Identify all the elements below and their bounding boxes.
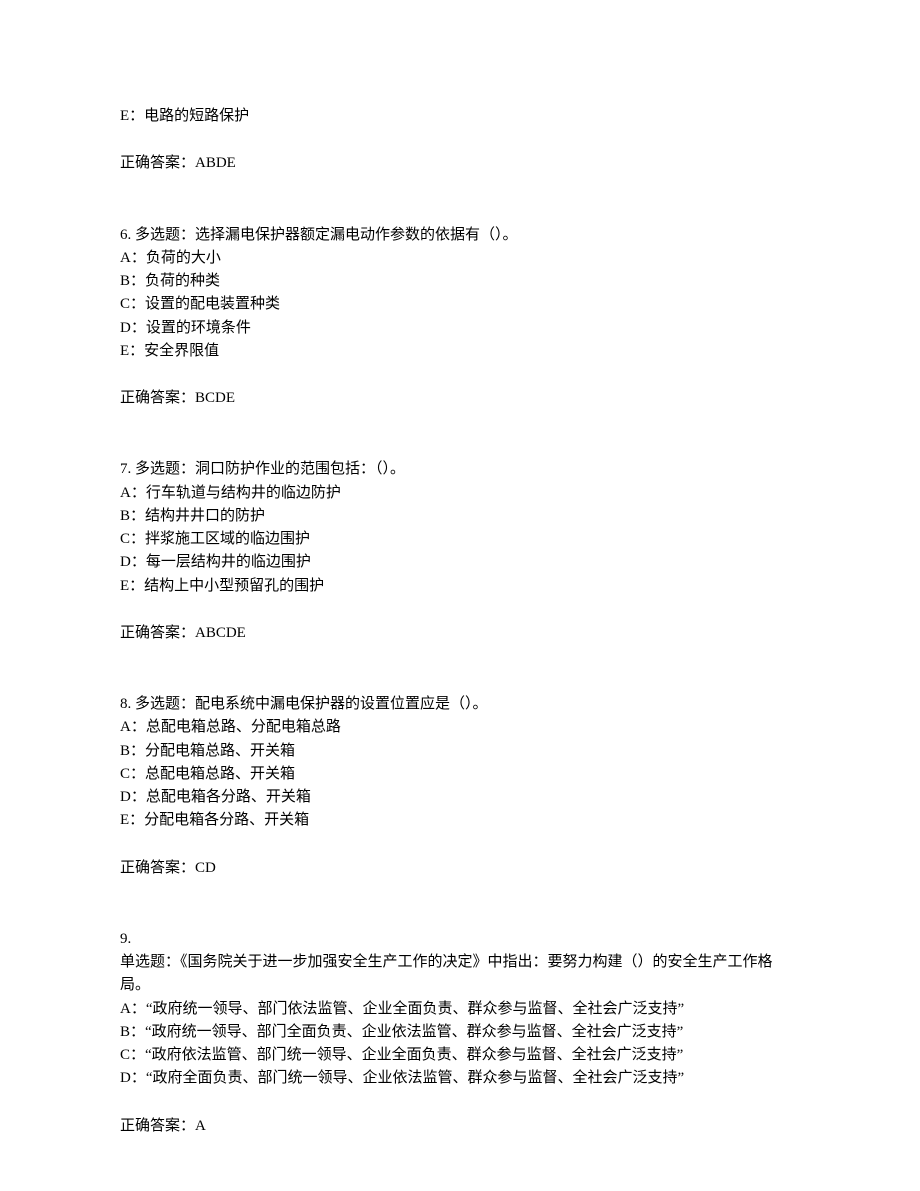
option-a: A：“政府统一领导、部门依法监管、企业全面负责、群众参与监督、全社会广泛支持” bbox=[120, 998, 800, 1021]
answer-label: 正确答案：BCDE bbox=[120, 387, 800, 410]
question-number: 9. bbox=[120, 928, 800, 951]
option-e: E：安全界限值 bbox=[120, 340, 800, 363]
question-prompt: 7. 多选题：洞口防护作业的范围包括：（）。 bbox=[120, 458, 800, 481]
option-e: E：分配电箱各分路、开关箱 bbox=[120, 809, 800, 832]
option-d: D：“政府全面负责、部门统一领导、企业依法监管、群众参与监督、全社会广泛支持” bbox=[120, 1067, 800, 1090]
question-8: 8. 多选题：配电系统中漏电保护器的设置位置应是（）。 A：总配电箱总路、分配电… bbox=[120, 693, 800, 880]
option-b: B：分配电箱总路、开关箱 bbox=[120, 740, 800, 763]
question-9: 9. 单选题：《国务院关于进一步加强安全生产工作的决定》中指出：要努力构建（）的… bbox=[120, 928, 800, 1138]
option-a: A：行车轨道与结构井的临边防护 bbox=[120, 482, 800, 505]
option-c: C：拌浆施工区域的临边围护 bbox=[120, 528, 800, 551]
option-c: C：“政府依法监管、部门统一领导、企业全面负责、群众参与监督、全社会广泛支持” bbox=[120, 1044, 800, 1067]
question-5-partial: E：电路的短路保护 正确答案：ABDE bbox=[120, 105, 800, 176]
option-b: B：结构井井口的防护 bbox=[120, 505, 800, 528]
answer-label: 正确答案：CD bbox=[120, 857, 800, 880]
option-b: B：“政府统一领导、部门全面负责、企业依法监管、群众参与监督、全社会广泛支持” bbox=[120, 1021, 800, 1044]
option-a: A：负荷的大小 bbox=[120, 247, 800, 270]
option-b: B：负荷的种类 bbox=[120, 270, 800, 293]
option-e: E：电路的短路保护 bbox=[120, 105, 800, 128]
question-prompt: 6. 多选题：选择漏电保护器额定漏电动作参数的依据有（）。 bbox=[120, 224, 800, 247]
option-d: D：设置的环境条件 bbox=[120, 317, 800, 340]
question-6: 6. 多选题：选择漏电保护器额定漏电动作参数的依据有（）。 A：负荷的大小 B：… bbox=[120, 224, 800, 411]
answer-label: 正确答案：A bbox=[120, 1115, 800, 1138]
question-prompt: 单选题：《国务院关于进一步加强安全生产工作的决定》中指出：要努力构建（）的安全生… bbox=[120, 951, 800, 998]
answer-label: 正确答案：ABDE bbox=[120, 152, 800, 175]
option-d: D：总配电箱各分路、开关箱 bbox=[120, 786, 800, 809]
option-d: D：每一层结构井的临边围护 bbox=[120, 551, 800, 574]
answer-label: 正确答案：ABCDE bbox=[120, 622, 800, 645]
option-c: C：设置的配电装置种类 bbox=[120, 293, 800, 316]
option-a: A：总配电箱总路、分配电箱总路 bbox=[120, 716, 800, 739]
option-e: E：结构上中小型预留孔的围护 bbox=[120, 575, 800, 598]
question-7: 7. 多选题：洞口防护作业的范围包括：（）。 A：行车轨道与结构井的临边防护 B… bbox=[120, 458, 800, 645]
option-c: C：总配电箱总路、开关箱 bbox=[120, 763, 800, 786]
question-prompt: 8. 多选题：配电系统中漏电保护器的设置位置应是（）。 bbox=[120, 693, 800, 716]
